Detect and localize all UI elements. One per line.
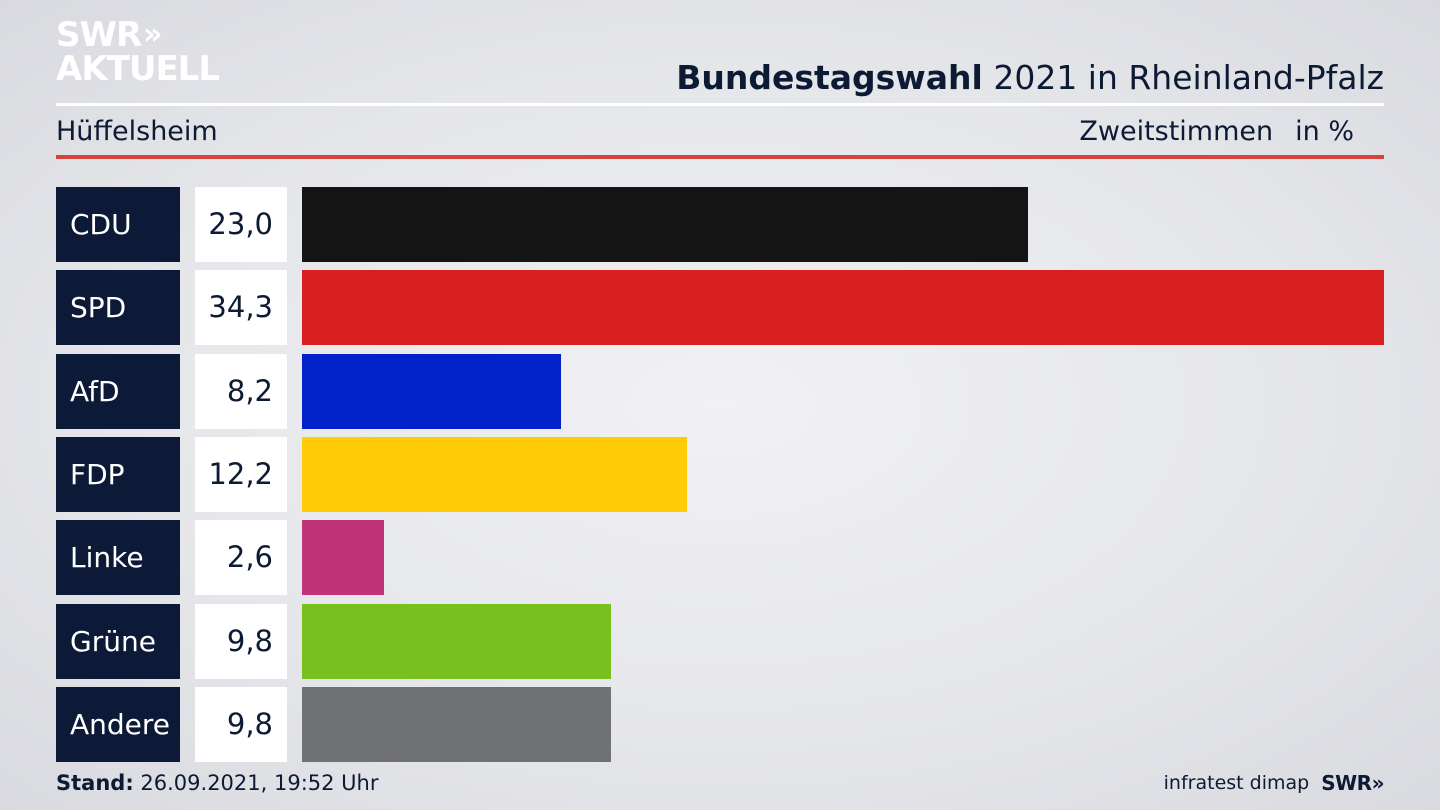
source-name: infratest dimap: [1163, 772, 1310, 794]
party-label: Andere: [56, 687, 180, 762]
bar: [302, 437, 687, 512]
timestamp: Stand: 26.09.2021, 19:52 Uhr: [56, 771, 379, 795]
stand-label: Stand:: [56, 771, 134, 795]
party-label: FDP: [56, 437, 180, 512]
swr-aktuell-logo: SWR » AKTUELL: [56, 15, 220, 89]
bar-chart: CDU 23,0 SPD 34,3 AfD 8,2 FDP 12,2 Linke 2,6 Grüne…: [56, 187, 1384, 762]
party-label: Linke: [56, 520, 180, 595]
value-label: 2,6: [195, 520, 287, 595]
party-label: SPD: [56, 270, 180, 345]
chart-row: FDP 12,2: [56, 437, 1384, 512]
chart-title-bold: Bundestagswahl: [676, 58, 983, 97]
chevron-double-right-icon: »: [143, 17, 163, 52]
logo-swr-text: SWR: [56, 15, 142, 55]
chart-row: Grüne 9,8: [56, 604, 1384, 679]
measure-name: Zweitstimmen: [1079, 116, 1274, 147]
value-label: 8,2: [195, 354, 287, 429]
bar: [302, 270, 1384, 345]
value-label: 9,8: [195, 687, 287, 762]
accent-divider: [56, 155, 1384, 159]
chart-title: Bundestagswahl 2021 in Rheinland-Pfalz: [676, 58, 1384, 97]
swr-brand-logo: SWR»: [1321, 771, 1384, 795]
value-label: 34,3: [195, 270, 287, 345]
bar: [302, 354, 561, 429]
bar: [302, 604, 611, 679]
value-label: 23,0: [195, 187, 287, 262]
party-label: Grüne: [56, 604, 180, 679]
stand-value: 26.09.2021, 19:52 Uhr: [133, 771, 379, 795]
unit-label: in %: [1295, 116, 1354, 147]
value-label: 9,8: [195, 604, 287, 679]
value-label: 12,2: [195, 437, 287, 512]
chart-row: Linke 2,6: [56, 520, 1384, 595]
measure-label: Zweitstimmen in %: [1079, 116, 1354, 147]
party-label: AfD: [56, 354, 180, 429]
chart-row: SPD 34,3: [56, 270, 1384, 345]
source-credit: infratest dimap SWR»: [1163, 771, 1385, 795]
chart-row: CDU 23,0: [56, 187, 1384, 262]
bar: [302, 187, 1028, 262]
chart-title-rest: 2021 in Rheinland-Pfalz: [982, 58, 1384, 97]
logo-aktuell-text: AKTUELL: [56, 49, 220, 89]
bar: [302, 520, 384, 595]
region-name: Hüffelsheim: [56, 116, 218, 147]
chart-row: Andere 9,8: [56, 687, 1384, 762]
chart-row: AfD 8,2: [56, 354, 1384, 429]
header-divider: [56, 103, 1384, 106]
party-label: CDU: [56, 187, 180, 262]
bar: [302, 687, 611, 762]
